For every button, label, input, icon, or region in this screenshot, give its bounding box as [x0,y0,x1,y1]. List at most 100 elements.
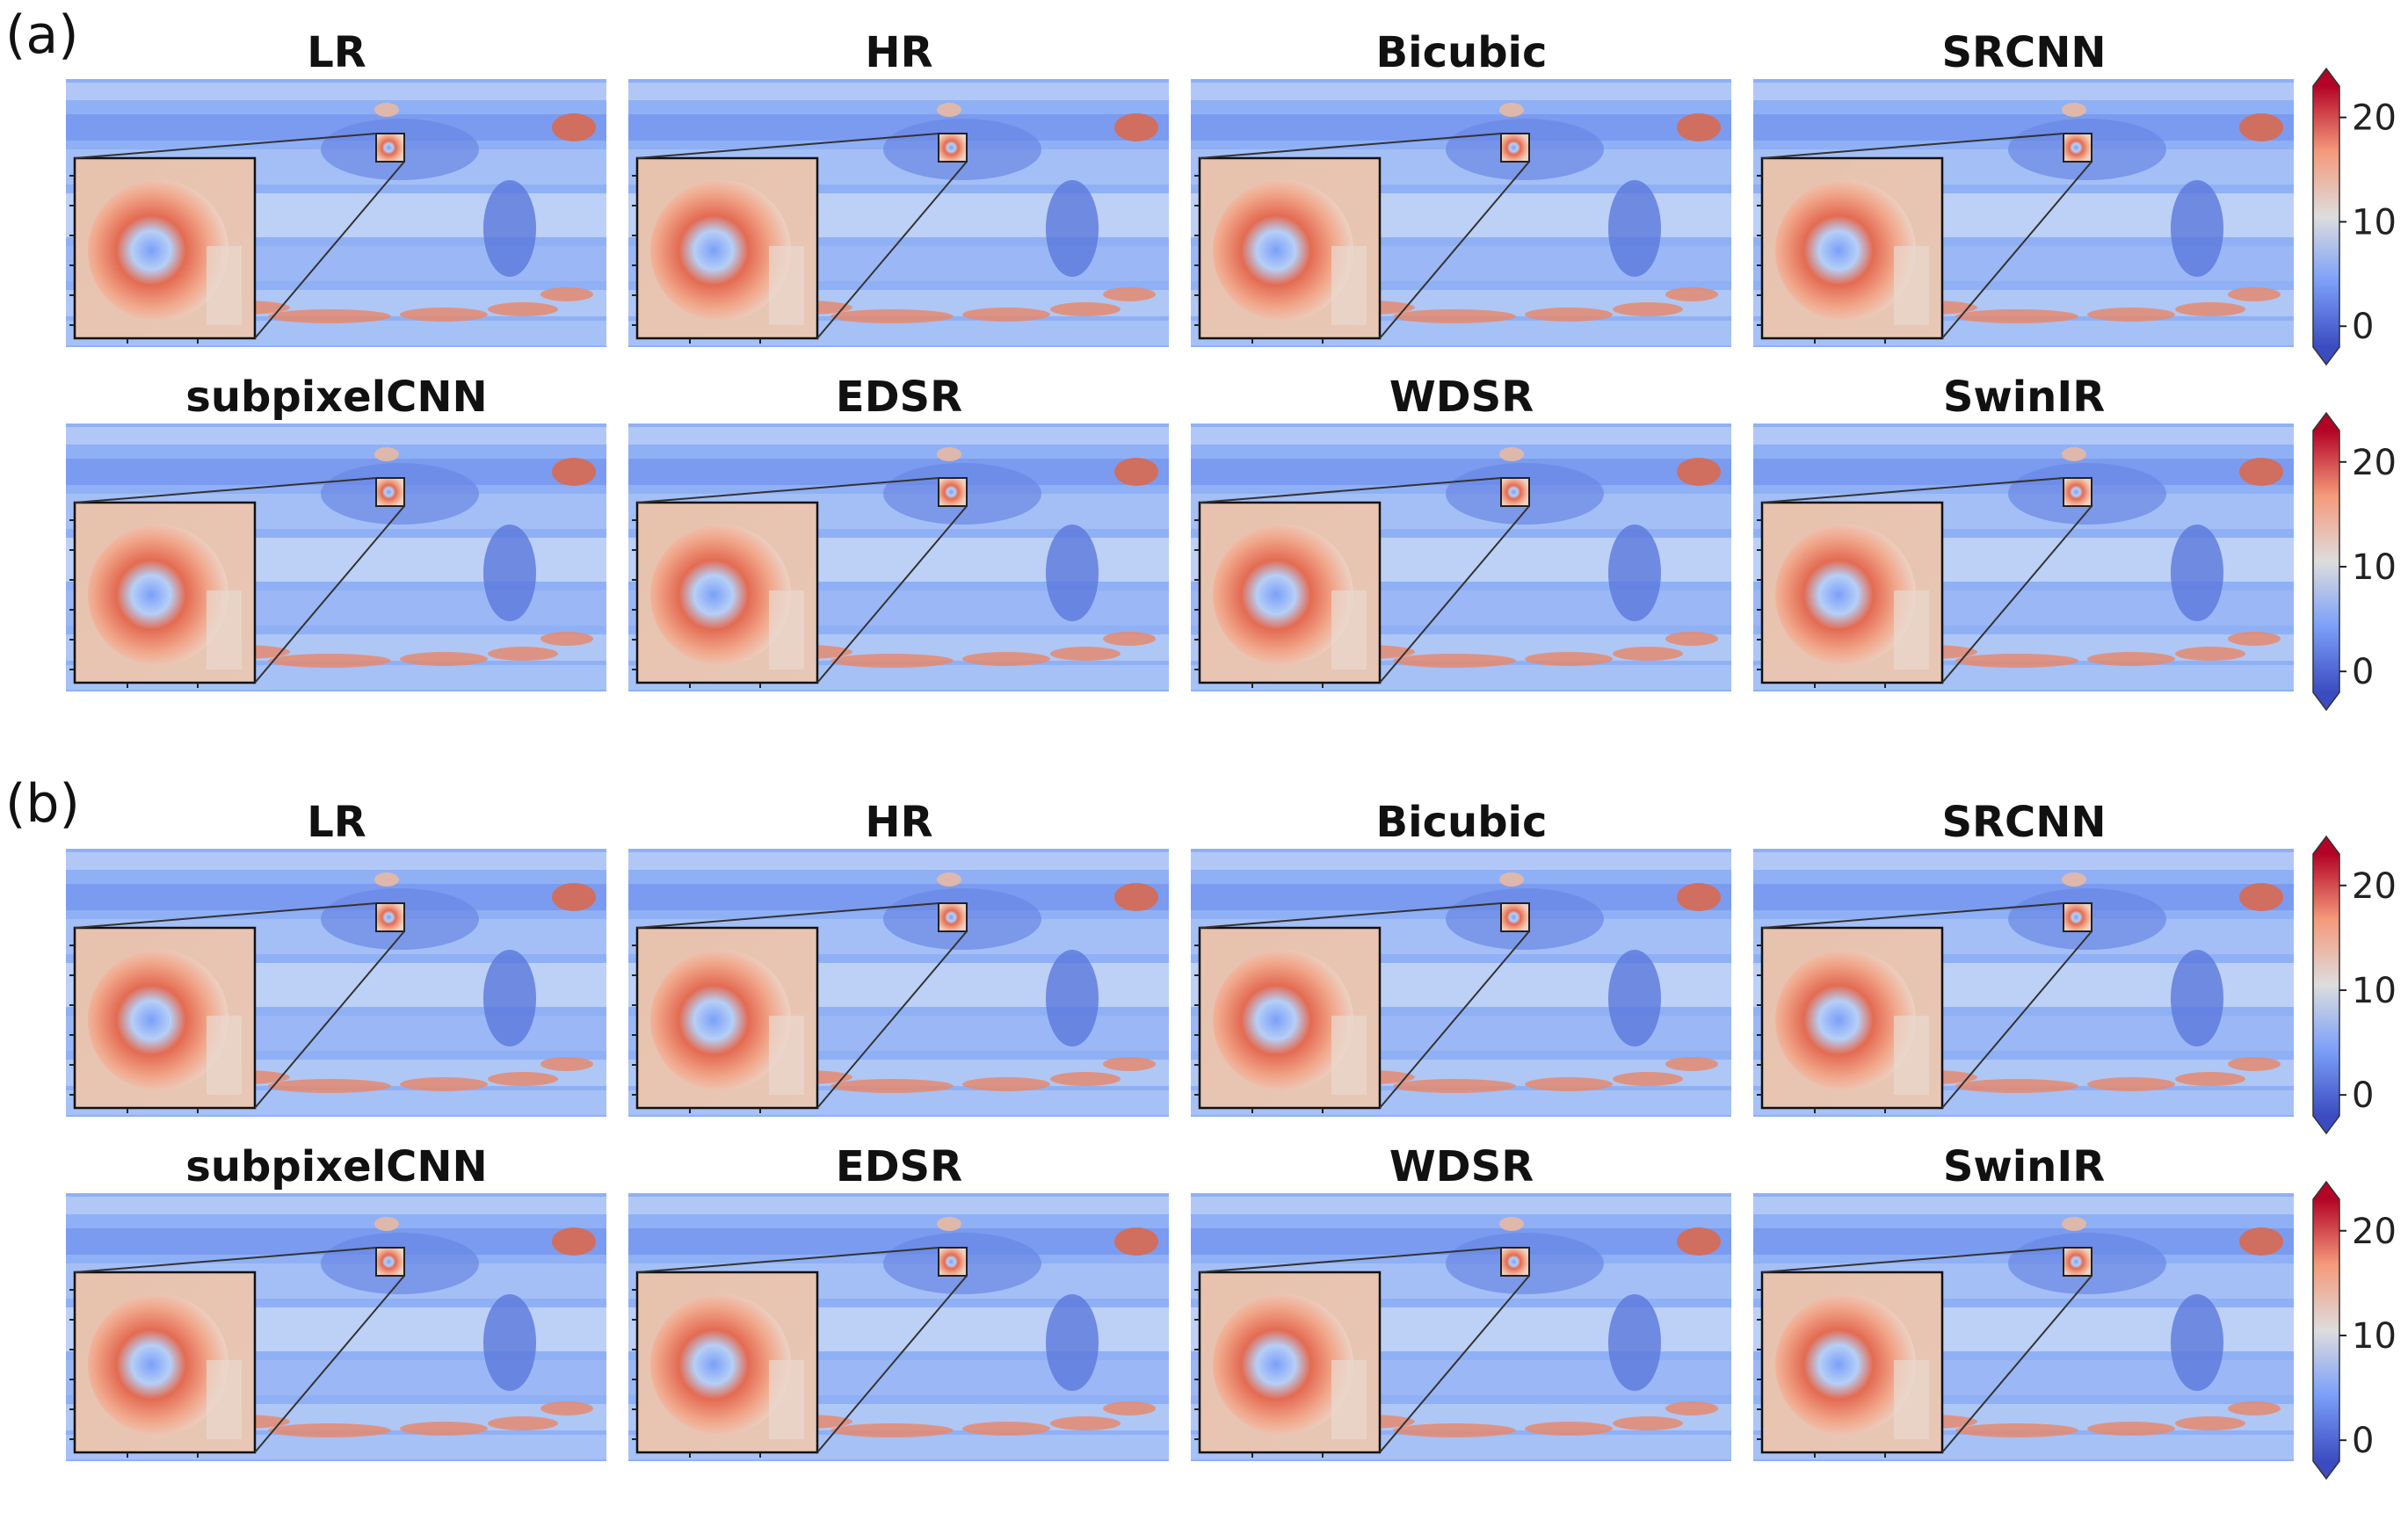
inset-gap [1894,1016,1929,1095]
zoom-connector [636,1247,939,1273]
colorbar-outline [2312,835,2340,1135]
map-b-0-2 [1191,849,1731,1117]
map-a-1-2 [1191,423,1731,691]
zoom-box [375,902,405,932]
colorbar-extend-top [2313,413,2339,431]
warm-spot [1499,103,1524,117]
zoom-connector [636,477,939,503]
continent-patch [483,950,536,1046]
inset-frame [635,1270,819,1454]
map-band [1191,427,1731,445]
warm-spot [1499,447,1524,461]
zoom-connector [1941,161,2092,339]
warm-streak [400,652,488,666]
warm-streak [1665,287,1718,301]
title-b-r1-c3: SwinIR [1943,1142,2105,1191]
colorbar-extend-bottom [2313,1461,2339,1479]
warm-streak [268,309,391,323]
zoom-connector [1761,133,2064,159]
title-a-r1-c1: EDSR [836,373,962,422]
map-band [1753,1197,2294,1214]
warm-spot [1114,883,1158,911]
map-b-0-0 [66,849,606,1117]
zoom-connector [816,505,968,684]
title-b-r1-c1: EDSR [836,1142,962,1191]
zoom-connector [74,133,377,159]
inset-gap [207,590,242,670]
map-a-0-3 [1753,79,2294,347]
warm-streak [1050,647,1121,661]
inset-vortex [1213,950,1353,1090]
warm-spot [2239,458,2283,486]
inset-gap [769,246,804,325]
warm-streak [830,1079,954,1093]
title-b-r0-c0: LR [307,798,366,847]
colorbar-extend-bottom [2313,692,2339,710]
warm-spot [552,883,596,911]
warm-streak [1393,1079,1516,1093]
map-b-1-0 [66,1193,606,1461]
warm-streak [1613,647,1683,661]
zoom-box [1500,902,1530,932]
warm-streak [962,1422,1050,1436]
map-band [66,83,606,100]
map-band [628,83,1169,100]
zoom-connector [1761,902,2064,929]
warm-streak [2228,1057,2281,1071]
warm-spot [1114,113,1158,141]
map-a-0-0 [66,79,606,347]
inset-frame [1760,926,1944,1110]
warm-spot [374,103,399,117]
zoom-connector [254,1275,405,1453]
title-b-r1-c0: subpixelCNN [185,1142,487,1191]
continent-patch [1046,180,1099,277]
map-a-0-2 [1191,79,1731,347]
inset-vortex [88,950,228,1090]
warm-streak [2228,632,2281,646]
inset-gap [1331,246,1367,325]
inset-vortex [1775,525,1916,665]
warm-spot [2239,883,2283,911]
warm-streak [830,1423,954,1437]
inset-gap [207,1360,242,1439]
zoom-connector [74,1247,377,1273]
zoom-connector [636,133,939,159]
zoom-box [1500,1247,1530,1277]
continent-patch [483,1294,536,1391]
map-band [66,852,606,870]
subplot-titles: LR HR Bicubic SRCNN subpixelCNN EDSR WDS… [185,28,2106,1191]
colorbar-tick-label: 0 [2352,652,2374,692]
zoom-box [375,133,405,163]
colorbar-extend-top [2313,69,2339,86]
colorbar-3: 0 10 20 [2312,1180,2397,1480]
inset-frame [1198,926,1382,1110]
warm-spot [1114,1227,1158,1256]
warm-streak [1050,1416,1121,1430]
warm-streak [1525,1422,1613,1436]
inset-vortex [88,525,228,665]
zoom-connector [1761,477,2064,503]
warm-streak [400,1422,488,1436]
inset-vortex [1213,180,1353,321]
panel-label-b: (b) [5,773,80,835]
map-band [1191,852,1731,870]
zoom-connector [1941,930,2092,1109]
warm-streak [1955,654,2078,668]
warm-spot [1499,872,1524,887]
warm-spot [937,447,961,461]
warm-streak [1103,1401,1156,1415]
continent-patch [1608,180,1661,277]
warm-streak [1613,302,1683,316]
colorbar-tick-label: 0 [2352,307,2374,347]
warm-streak [1525,652,1613,666]
warm-streak [2228,287,2281,301]
map-b-1-3 [1753,1193,2294,1461]
zoom-connector [1199,477,1502,503]
colorbar-1: 0 10 20 [2312,411,2397,712]
continent-patch [1608,525,1661,621]
zoom-connector [74,902,377,929]
colorbar-extend-top [2313,1182,2339,1199]
warm-streak [2175,647,2245,661]
continent-patch [483,180,536,277]
zoom-connector [254,161,405,339]
